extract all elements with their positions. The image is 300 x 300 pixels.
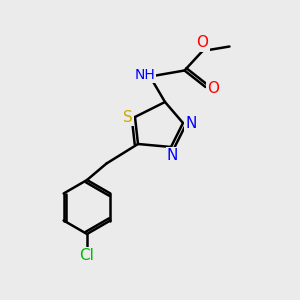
Text: N: N [186, 116, 197, 130]
Text: O: O [196, 35, 208, 50]
Text: S: S [123, 110, 132, 124]
Text: N: N [167, 148, 178, 163]
Text: Cl: Cl [80, 248, 94, 263]
Text: NH: NH [134, 68, 155, 82]
Text: O: O [207, 81, 219, 96]
